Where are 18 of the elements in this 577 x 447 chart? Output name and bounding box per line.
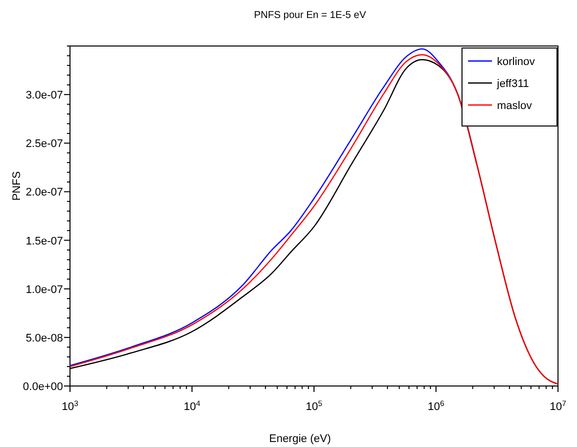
legend-label: jeff311 bbox=[496, 78, 530, 90]
chart-title: PNFS pour En = 1E-5 eV bbox=[254, 10, 366, 21]
y-tick-label: 5.0e-08 bbox=[26, 332, 63, 344]
y-axis-title: PNFS bbox=[11, 171, 23, 201]
legend-label: korlinov bbox=[497, 56, 536, 68]
x-tick-label: 10$^{6}$ bbox=[428, 398, 444, 413]
y-tick-label: 2.0e-07 bbox=[26, 186, 63, 199]
x-axis-title: Energie (eV) bbox=[269, 433, 331, 445]
x-tick-label: 10$^{5}$ bbox=[306, 398, 322, 413]
y-tick-label: 3.0e-07 bbox=[26, 90, 63, 102]
legend-label: maslov bbox=[497, 100, 532, 112]
y-tick-label: 1.0e-07 bbox=[26, 284, 63, 296]
y-tick-label: 1.5e-07 bbox=[26, 235, 63, 248]
x-tick-label: 10$^{3}$ bbox=[62, 398, 78, 413]
y-tick-label: 2.5e-07 bbox=[26, 138, 63, 150]
x-tick-label: 10$^{7}$ bbox=[550, 398, 566, 413]
x-tick-label: 10$^{4}$ bbox=[184, 398, 201, 413]
y-tick-label: 0.0e+00 bbox=[22, 381, 63, 393]
